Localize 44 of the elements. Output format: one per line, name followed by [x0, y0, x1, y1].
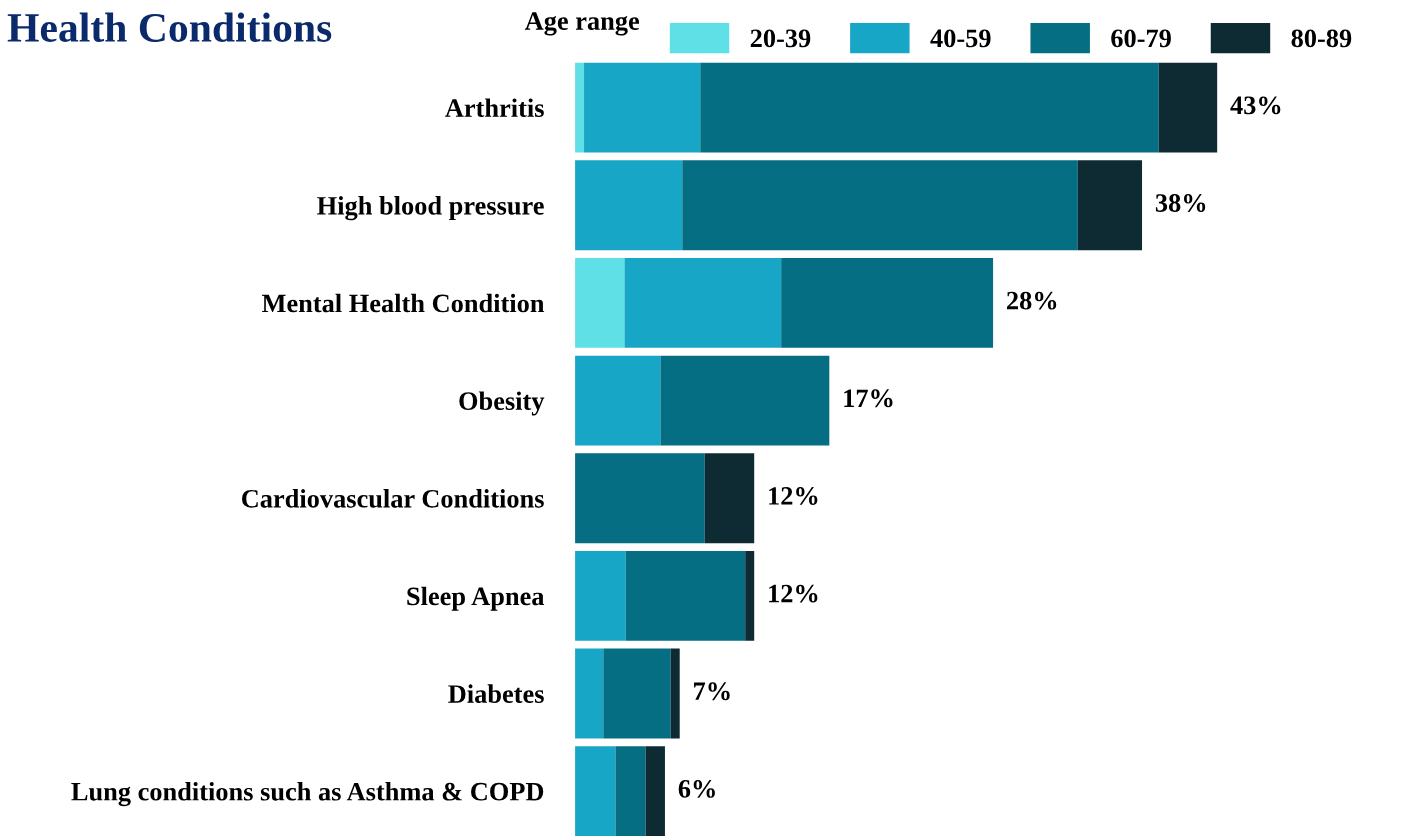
annotation: 17%	[844, 389, 893, 408]
bar	[575, 746, 616, 837]
bar	[575, 453, 705, 544]
bar	[1077, 160, 1143, 251]
annotation: 12%	[769, 487, 818, 505]
bar	[575, 355, 661, 446]
bar	[575, 550, 626, 641]
text: Health Conditions	[7, 12, 332, 42]
y-tick-label: Sleep Apnea	[407, 586, 545, 611]
bar	[615, 746, 646, 837]
bar	[1158, 62, 1218, 153]
y-tick-label: High blood pressure	[317, 196, 544, 221]
bar	[575, 160, 683, 251]
bar	[704, 453, 755, 544]
annotation: 28%	[1007, 291, 1057, 310]
legend-label: 40-59	[930, 29, 991, 48]
y-tick-label: Mental Health Condition	[262, 293, 545, 313]
bar	[700, 62, 1159, 153]
bar	[645, 746, 665, 837]
bar	[603, 648, 671, 739]
bar	[625, 550, 746, 641]
annotation: 7%	[694, 682, 730, 701]
bar	[624, 258, 782, 348]
y-tick-label: Lung conditions such as Asthma & COPD	[71, 782, 544, 807]
annotation: 6%	[678, 779, 715, 798]
annotation: 12%	[769, 584, 818, 603]
bar	[745, 550, 755, 641]
annotation: 43%	[1230, 96, 1281, 115]
bar	[575, 258, 625, 348]
y-tick-label: Cardiovascular Conditions	[242, 489, 544, 508]
legend-title: Age range	[524, 12, 640, 36]
bar	[682, 160, 1078, 251]
legend-label: 20-39	[750, 29, 811, 48]
y-tick-label: Diabetes	[448, 684, 544, 703]
bar	[670, 648, 680, 739]
annotation: 38%	[1155, 194, 1206, 212]
legend-label: 80-89	[1291, 29, 1352, 48]
legend-label: 60-79	[1111, 29, 1171, 48]
bar	[575, 648, 604, 739]
y-tick-label: Obesity	[459, 391, 545, 416]
bar	[660, 355, 830, 446]
bar	[781, 258, 994, 348]
bar	[584, 62, 701, 153]
y-tick-label: Arthritis	[445, 98, 544, 118]
